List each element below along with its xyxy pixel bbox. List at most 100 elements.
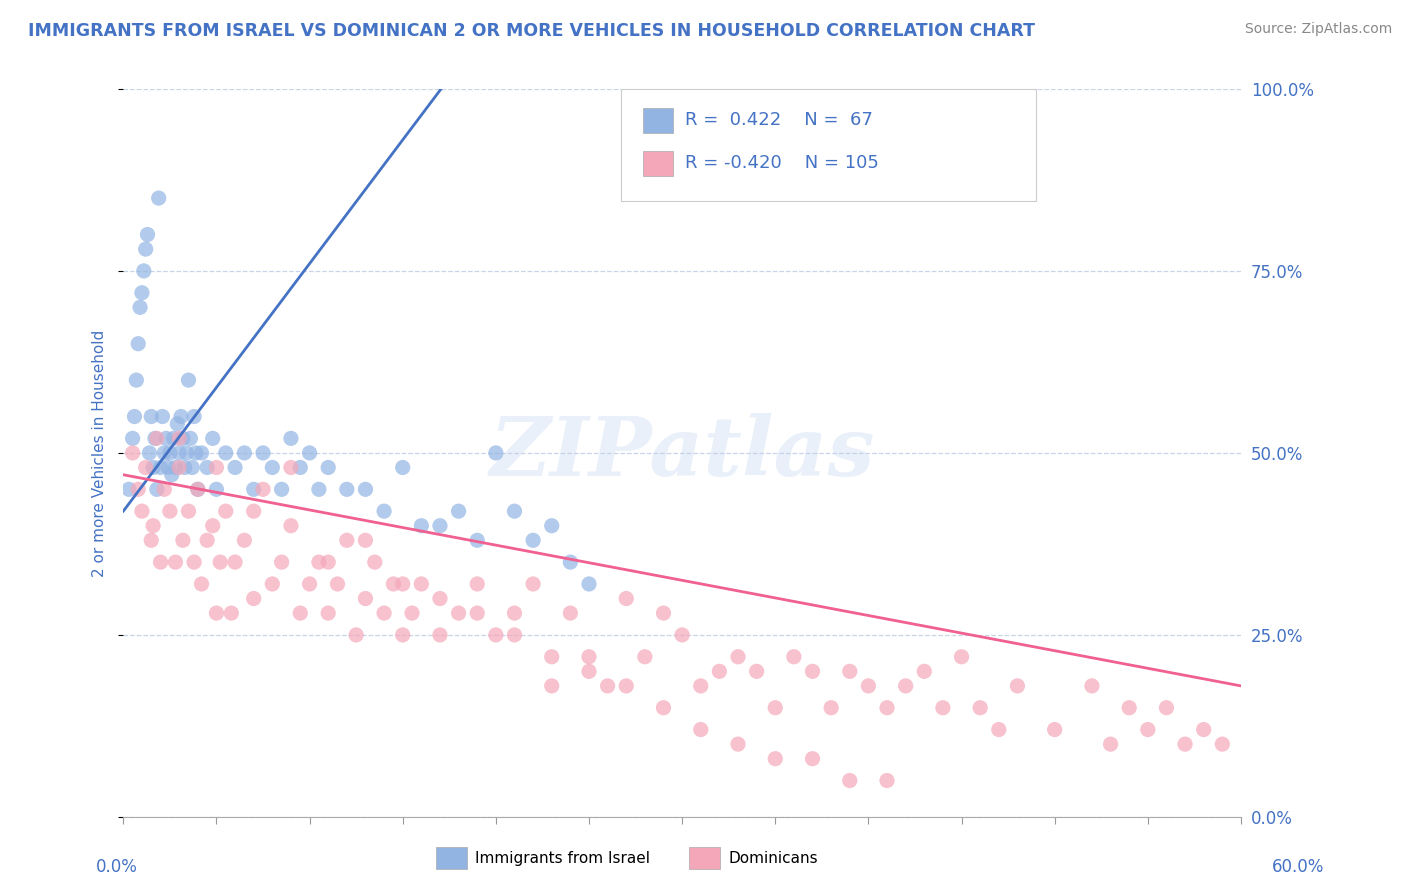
Point — [391, 628, 413, 642]
Point — [1174, 737, 1197, 751]
Point — [190, 577, 212, 591]
Point — [135, 460, 157, 475]
Text: Source: ZipAtlas.com: Source: ZipAtlas.com — [1244, 22, 1392, 37]
Point — [689, 679, 711, 693]
Point — [142, 460, 165, 475]
Point — [205, 483, 228, 497]
Point — [172, 533, 194, 548]
Point — [503, 606, 526, 620]
Point — [447, 504, 470, 518]
Point — [165, 460, 187, 475]
Point — [596, 679, 619, 693]
Point — [173, 460, 195, 475]
Point — [429, 518, 451, 533]
Point — [1043, 723, 1066, 737]
Point — [969, 700, 991, 714]
Point — [195, 460, 218, 475]
Point — [153, 446, 176, 460]
Point — [709, 665, 731, 679]
Point — [181, 460, 204, 475]
Point — [143, 431, 166, 445]
Point — [187, 483, 209, 497]
Point — [382, 577, 405, 591]
Point — [876, 773, 898, 788]
Text: 60.0%: 60.0% — [1272, 858, 1324, 876]
Point — [155, 431, 177, 445]
Point — [167, 431, 190, 445]
Point — [783, 649, 806, 664]
Point — [465, 533, 488, 548]
Point — [152, 409, 174, 424]
Point — [401, 606, 423, 620]
Point — [167, 460, 190, 475]
Point — [146, 483, 169, 497]
Point — [326, 577, 349, 591]
Point — [172, 431, 194, 445]
Point — [121, 431, 143, 445]
Point — [205, 606, 228, 620]
Point — [298, 446, 321, 460]
Point — [447, 606, 470, 620]
Point — [838, 665, 860, 679]
Point — [242, 591, 264, 606]
Point — [162, 431, 184, 445]
Point — [138, 446, 160, 460]
Point — [148, 191, 170, 205]
Point — [215, 504, 238, 518]
Point — [522, 533, 544, 548]
Point — [166, 417, 188, 431]
Point — [167, 446, 190, 460]
Point — [170, 409, 193, 424]
Point — [242, 504, 264, 518]
Point — [280, 460, 302, 475]
Point — [142, 518, 165, 533]
Point — [176, 446, 198, 460]
Point — [135, 242, 157, 256]
Point — [159, 446, 181, 460]
Point — [160, 467, 183, 482]
Point — [391, 577, 413, 591]
Point — [411, 518, 433, 533]
Point — [614, 679, 637, 693]
Y-axis label: 2 or more Vehicles in Household: 2 or more Vehicles in Household — [93, 329, 107, 576]
Text: Immigrants from Israel: Immigrants from Israel — [475, 851, 650, 865]
Point — [522, 577, 544, 591]
Point — [190, 446, 212, 460]
Point — [354, 591, 377, 606]
Point — [156, 460, 179, 475]
Point — [801, 752, 824, 766]
Point — [308, 555, 330, 569]
Point — [1211, 737, 1233, 751]
Point — [560, 606, 582, 620]
Text: R =  0.422    N =  67: R = 0.422 N = 67 — [685, 112, 873, 129]
Point — [290, 606, 312, 620]
Point — [801, 665, 824, 679]
Point — [578, 577, 600, 591]
Point — [652, 606, 675, 620]
Text: ZIPatlas: ZIPatlas — [489, 413, 875, 493]
Point — [280, 518, 302, 533]
Point — [316, 555, 339, 569]
Point — [149, 460, 172, 475]
Point — [252, 483, 274, 497]
Point — [201, 431, 224, 445]
Point — [215, 446, 238, 460]
Point — [1007, 679, 1029, 693]
Point — [354, 533, 377, 548]
Point — [485, 446, 508, 460]
Point — [987, 723, 1010, 737]
Point — [1118, 700, 1140, 714]
Point — [858, 679, 880, 693]
Point — [233, 446, 256, 460]
Point — [183, 409, 205, 424]
Point — [290, 460, 312, 475]
Point — [671, 628, 693, 642]
Point — [894, 679, 917, 693]
Point — [224, 460, 246, 475]
Point — [179, 431, 201, 445]
Point — [201, 518, 224, 533]
Point — [932, 700, 955, 714]
Point — [652, 700, 675, 714]
Text: Dominicans: Dominicans — [728, 851, 818, 865]
Point — [141, 533, 163, 548]
